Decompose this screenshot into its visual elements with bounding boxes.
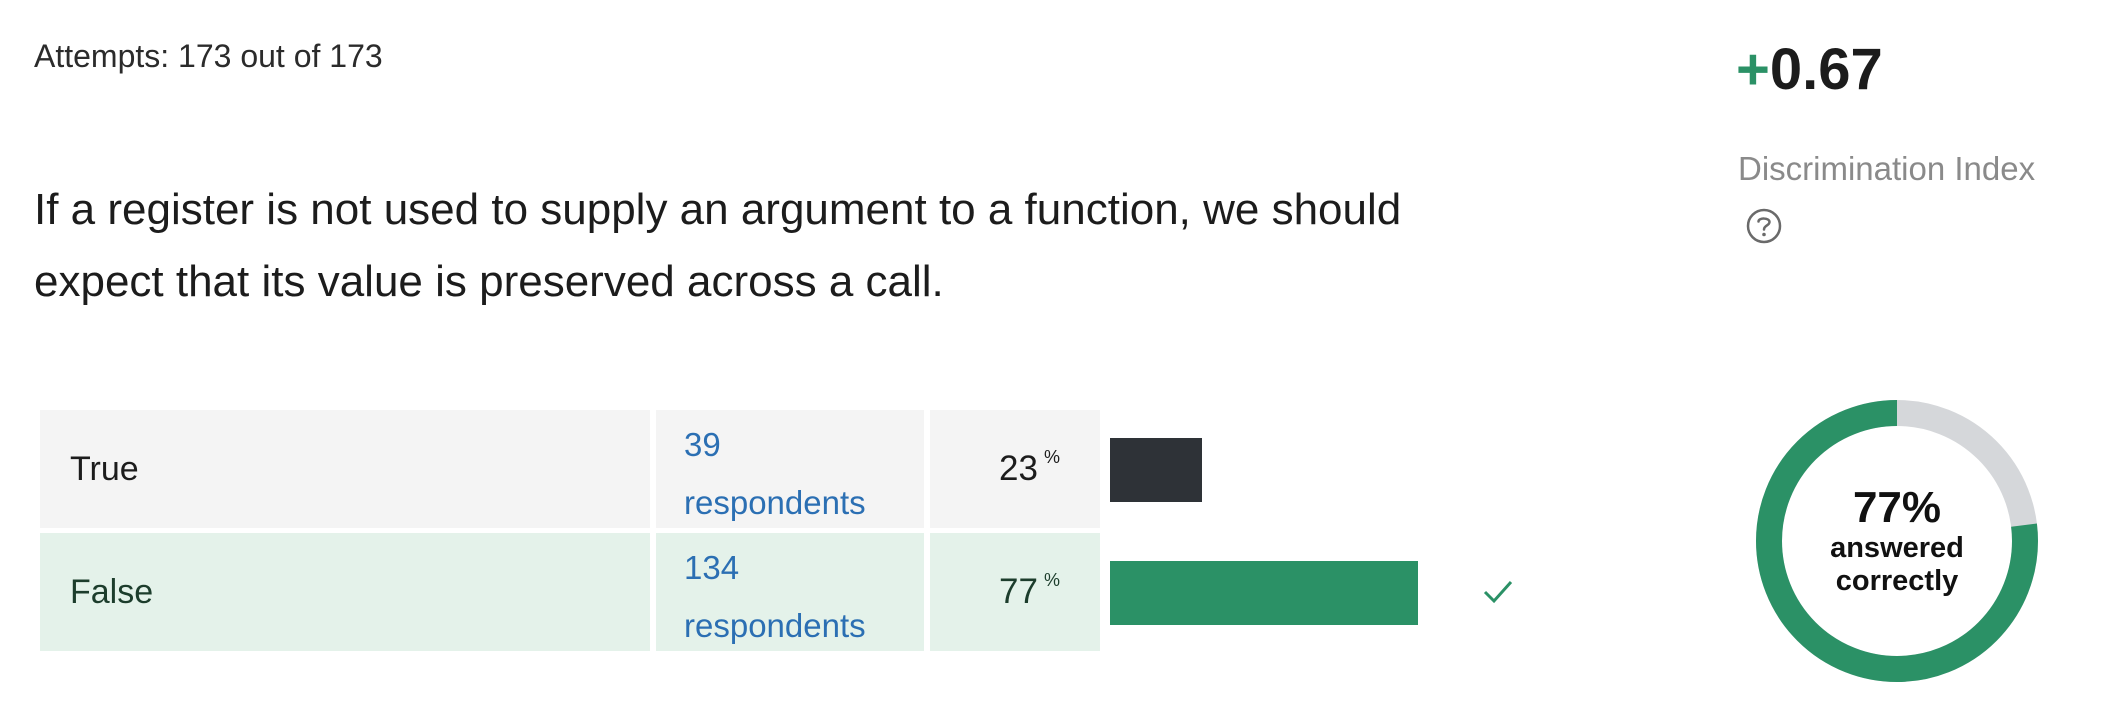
answer-label: True [40,410,650,528]
percent-value: 77 [999,572,1038,611]
percent-value: 23 [999,449,1038,488]
answer-bar [1110,438,1202,502]
percent-sign: % [1043,446,1060,467]
answer-percent: 23% [930,410,1100,528]
discrimination-index-label: Discrimination Index [1738,150,2036,187]
donut-arc [1756,400,2038,682]
question-text: If a register is not used to supply an a… [34,185,1402,306]
discrimination-sign: + [1736,37,1770,102]
answer-bar-track [1110,561,1510,625]
donut-line-1: answered [1830,532,1964,564]
discrimination-number: 0.67 [1769,37,1883,102]
answer-label: False [40,533,650,651]
respondents-label: respondents [684,607,866,644]
answer-bar [1110,561,1418,625]
donut-percent: 77% [1852,483,1942,532]
check-icon [1483,580,1513,604]
respondents-label: respondents [684,484,866,521]
correct-answers-donut [1756,400,2038,682]
donut-line-2: correctly [1835,565,1959,597]
question-circle-icon[interactable] [1744,206,1784,246]
answer-bar-track [1110,438,1510,502]
respondents-link[interactable]: 134 respondents [656,533,924,651]
respondents-link[interactable]: 39 respondents [656,410,924,528]
respondent-count: 39 [684,426,721,463]
discrimination-index-value: +0.67 [1736,36,1883,103]
answer-percent: 77% [930,533,1100,651]
percent-sign: % [1043,569,1060,590]
donut-label: 77% answered correctly [1752,396,2042,686]
attempts-count: Attempts: 173 out of 173 [34,38,383,74]
respondent-count: 134 [684,549,740,586]
